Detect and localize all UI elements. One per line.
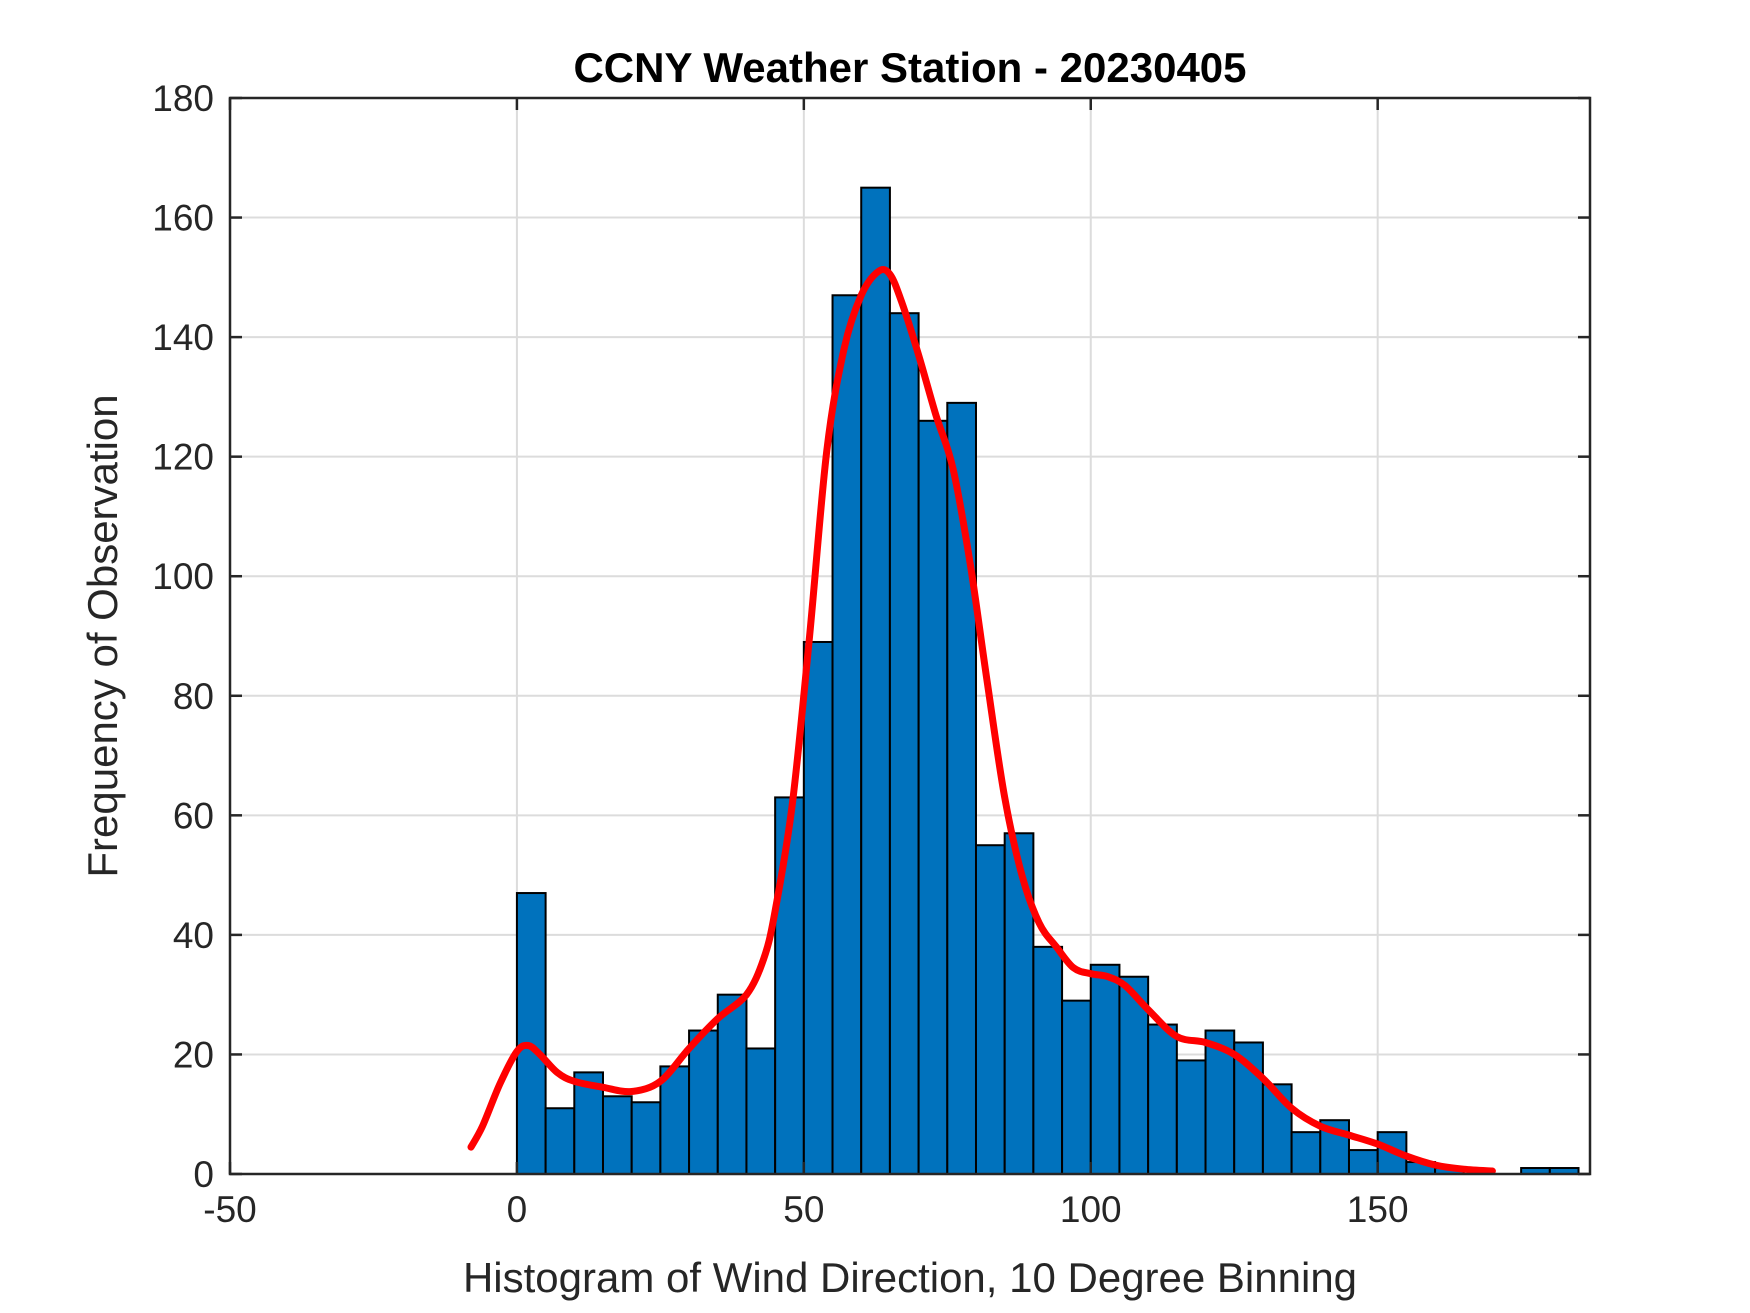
histogram-bar xyxy=(802,640,834,1175)
histogram-bar xyxy=(573,1071,604,1176)
histogram-bar xyxy=(1089,963,1121,1175)
histogram-bar xyxy=(515,892,547,1175)
y-tick-label: 60 xyxy=(173,795,214,836)
y-tick-label: 0 xyxy=(193,1154,214,1195)
histogram-bar xyxy=(1290,1131,1322,1175)
x-tick-label: 100 xyxy=(1060,1189,1122,1230)
histogram-bar xyxy=(601,1095,633,1176)
histogram-bar xyxy=(659,1065,691,1176)
histogram-bar xyxy=(1032,945,1064,1175)
density-curve xyxy=(467,266,1496,1175)
density-curve-layer xyxy=(467,266,1496,1175)
histogram-bar xyxy=(917,419,949,1175)
histogram-bar xyxy=(1118,975,1150,1175)
histogram-bar xyxy=(1061,999,1092,1176)
x-axis-label: Histogram of Wind Direction, 10 Degree B… xyxy=(463,1254,1357,1301)
histogram-bar xyxy=(688,1029,719,1175)
histogram-bar xyxy=(831,294,863,1175)
y-tick-label: 80 xyxy=(173,676,214,717)
y-axis-label: Frequency of Observation xyxy=(79,394,126,877)
axes-box xyxy=(228,96,1592,1176)
histogram-bar xyxy=(1175,1059,1207,1176)
x-tick-label: 50 xyxy=(783,1189,824,1230)
y-tick-label: 100 xyxy=(152,556,214,597)
y-tick-label: 40 xyxy=(173,915,214,956)
histogram-bar xyxy=(860,186,891,1175)
x-tick-label: -50 xyxy=(203,1189,256,1230)
y-tick-label: 120 xyxy=(152,437,214,478)
histogram-bar xyxy=(888,312,920,1175)
y-tick-label: 140 xyxy=(152,317,214,358)
histogram-bar xyxy=(716,993,748,1176)
histogram-bar xyxy=(774,796,805,1176)
chart-title: CCNY Weather Station - 20230405 xyxy=(573,44,1246,91)
histogram-bar xyxy=(544,1107,576,1175)
histogram-bar xyxy=(1003,832,1035,1175)
histogram-bar xyxy=(1147,1023,1178,1175)
histogram-bar xyxy=(745,1047,777,1176)
x-tick-label: 150 xyxy=(1347,1189,1409,1230)
y-tick-label: 180 xyxy=(152,78,214,119)
x-tick-label: 0 xyxy=(507,1189,528,1230)
histogram-bar xyxy=(1347,1149,1379,1175)
y-tick-label: 160 xyxy=(152,198,214,239)
histogram-bar xyxy=(974,844,1006,1175)
histogram-bar xyxy=(630,1101,662,1176)
y-tick-label: 20 xyxy=(173,1034,214,1075)
